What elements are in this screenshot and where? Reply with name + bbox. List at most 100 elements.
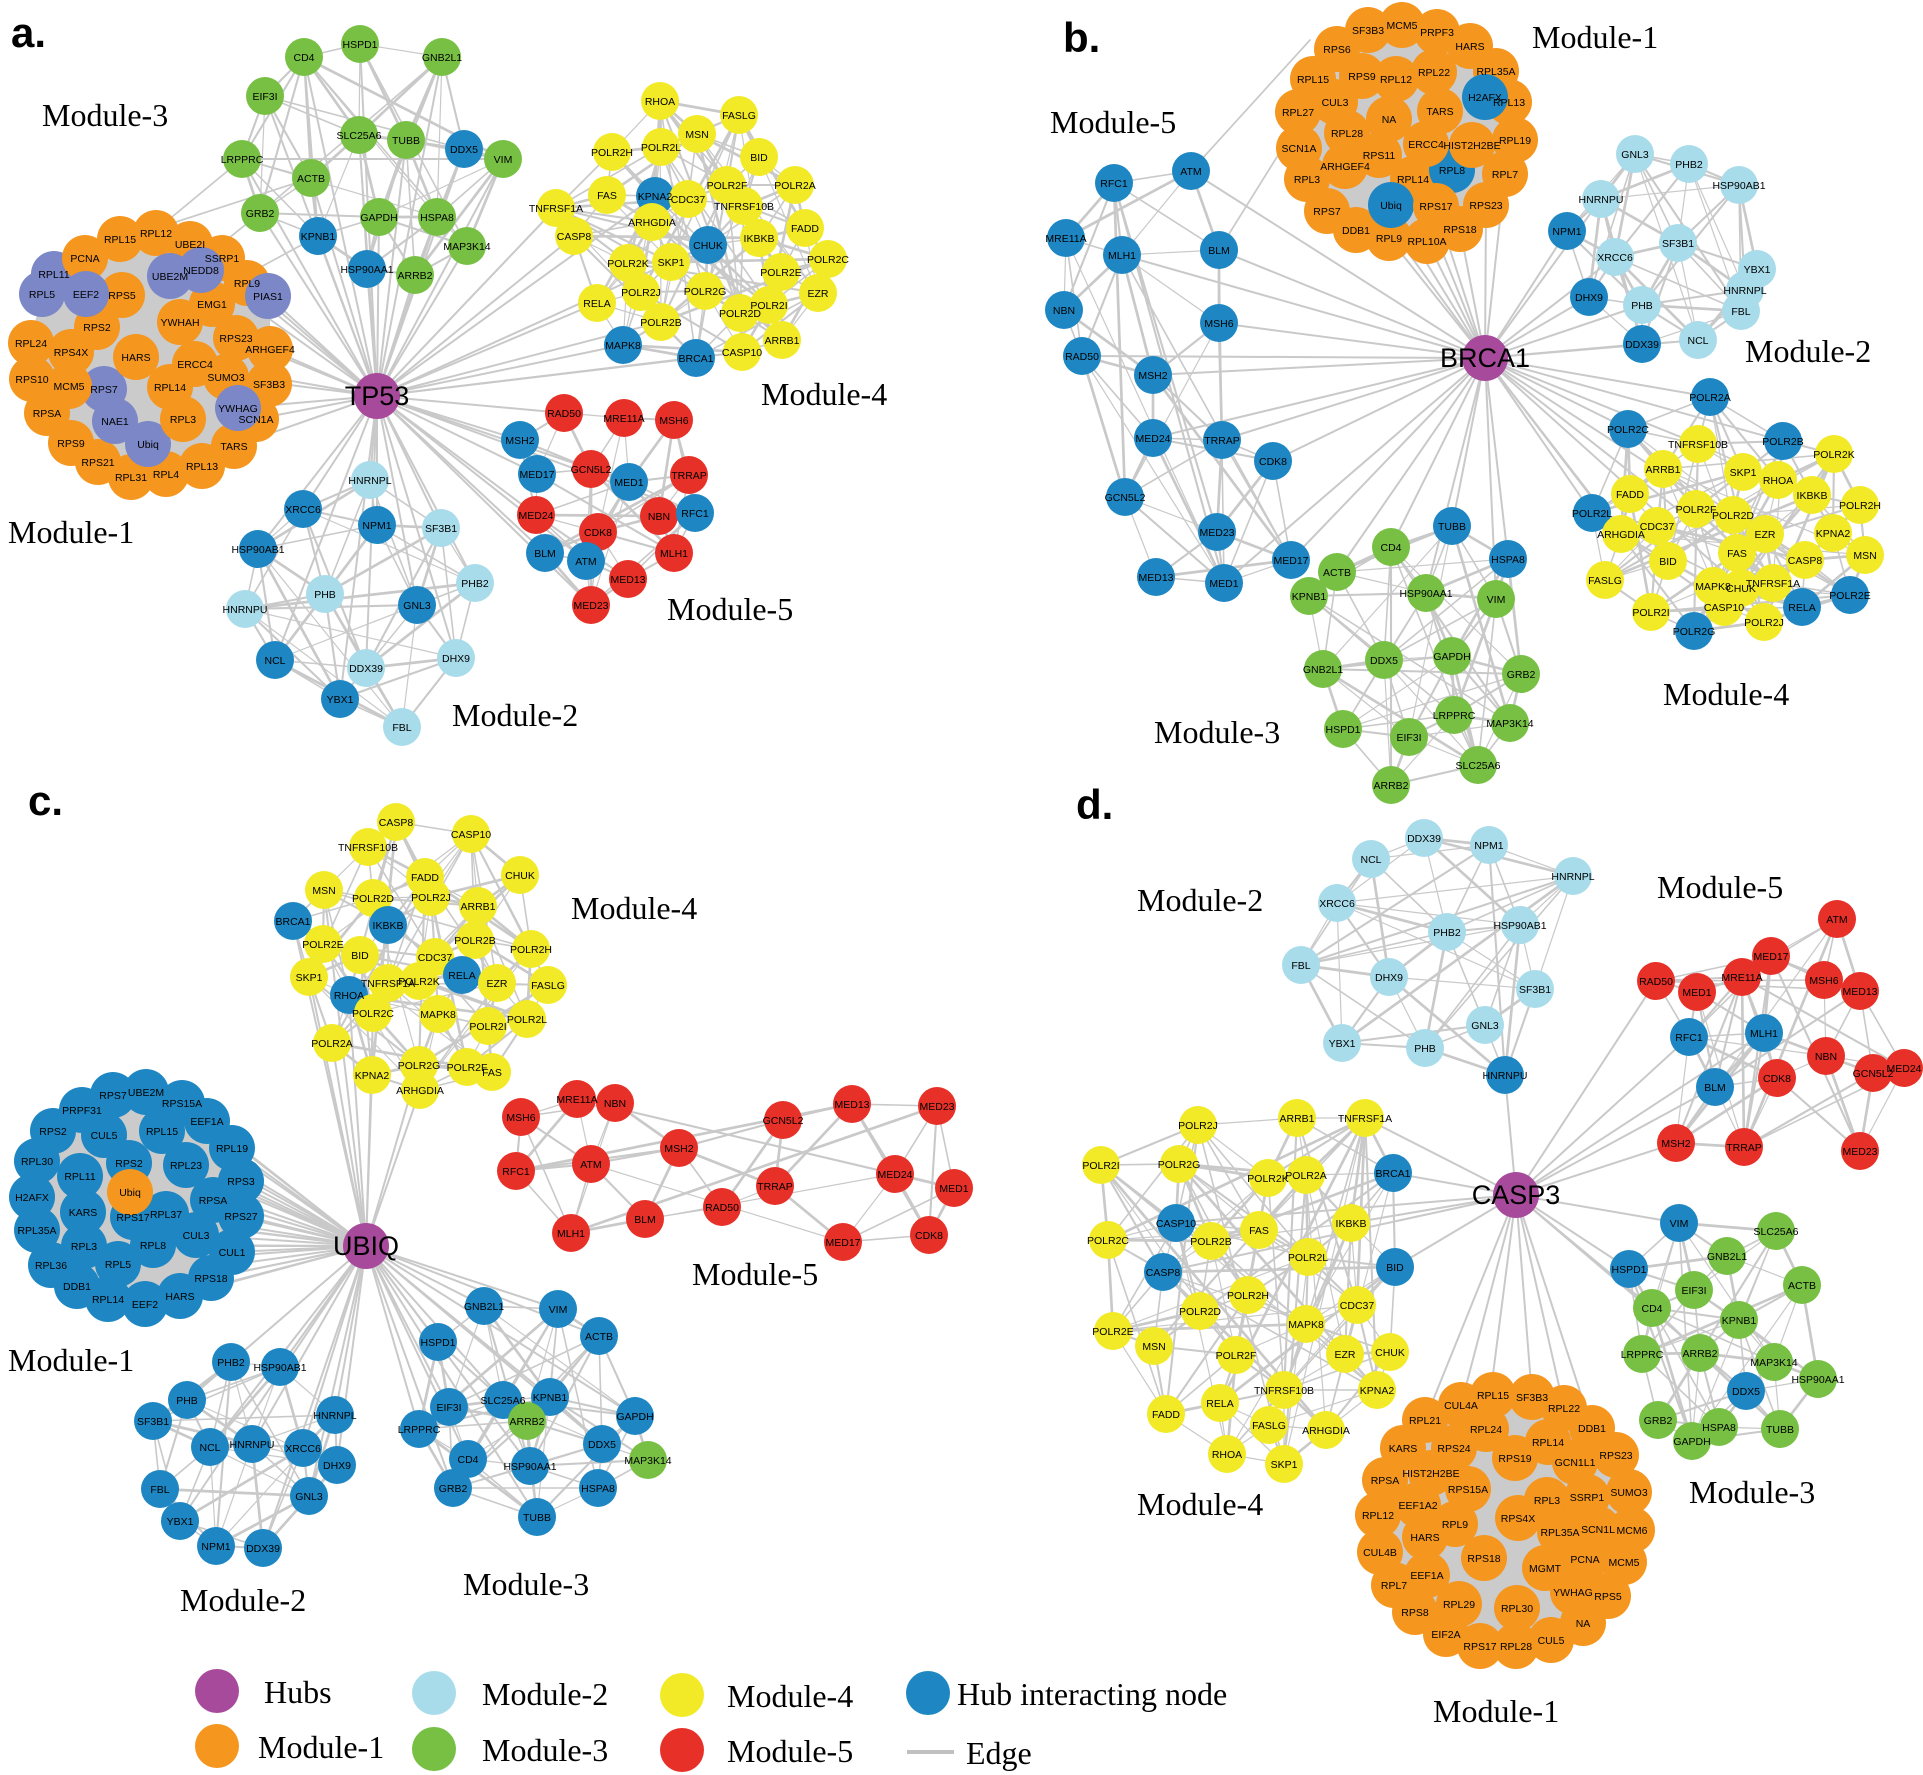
svg-text:HSP90AB1: HSP90AB1 bbox=[1712, 180, 1765, 192]
svg-text:FADD: FADD bbox=[1152, 1409, 1180, 1421]
svg-text:DHX9: DHX9 bbox=[323, 1460, 351, 1472]
svg-text:DDX39: DDX39 bbox=[1407, 833, 1441, 845]
svg-text:ARHGDIA: ARHGDIA bbox=[396, 1085, 444, 1097]
svg-text:TARS: TARS bbox=[220, 441, 247, 453]
svg-text:BRCA1: BRCA1 bbox=[275, 916, 310, 928]
svg-text:DDX5: DDX5 bbox=[1732, 1386, 1760, 1398]
svg-text:RPS19: RPS19 bbox=[1498, 1453, 1531, 1465]
svg-text:H2AFX: H2AFX bbox=[15, 1192, 49, 1204]
svg-text:RPS7: RPS7 bbox=[1313, 206, 1341, 218]
svg-text:PHB2: PHB2 bbox=[217, 1357, 245, 1369]
svg-text:CHUK: CHUK bbox=[505, 870, 535, 882]
svg-text:POLR2A: POLR2A bbox=[311, 1038, 352, 1050]
svg-text:MLH1: MLH1 bbox=[557, 1228, 585, 1240]
svg-text:RPSA: RPSA bbox=[33, 408, 62, 420]
svg-text:TRRAP: TRRAP bbox=[671, 470, 707, 482]
svg-text:RHOA: RHOA bbox=[645, 96, 675, 108]
svg-text:RPS15A: RPS15A bbox=[162, 1098, 202, 1110]
svg-text:TNFRSF1A: TNFRSF1A bbox=[361, 978, 415, 990]
svg-text:RPSA: RPSA bbox=[1371, 1475, 1400, 1487]
svg-text:GRB2: GRB2 bbox=[439, 1483, 468, 1495]
svg-text:RPL3: RPL3 bbox=[170, 414, 196, 426]
svg-text:RPS2: RPS2 bbox=[39, 1126, 67, 1138]
svg-text:Module-3: Module-3 bbox=[482, 1732, 608, 1768]
svg-text:ERCC4: ERCC4 bbox=[177, 359, 213, 371]
svg-text:RPL19: RPL19 bbox=[216, 1143, 248, 1155]
svg-text:RPL21: RPL21 bbox=[1409, 1415, 1441, 1427]
svg-text:CASP8: CASP8 bbox=[557, 231, 592, 243]
svg-text:NA: NA bbox=[1576, 1618, 1591, 1630]
svg-text:ARRB1: ARRB1 bbox=[460, 901, 495, 913]
svg-text:GAPDH: GAPDH bbox=[616, 1411, 653, 1423]
svg-text:CD4: CD4 bbox=[457, 1454, 478, 1466]
svg-text:YBX1: YBX1 bbox=[1744, 264, 1771, 276]
svg-text:CDC37: CDC37 bbox=[418, 952, 453, 964]
svg-text:BID: BID bbox=[1386, 1262, 1404, 1274]
svg-text:RELA: RELA bbox=[583, 298, 610, 310]
svg-text:RPL37: RPL37 bbox=[150, 1209, 182, 1221]
svg-text:RPS8: RPS8 bbox=[1401, 1607, 1429, 1619]
svg-text:BLM: BLM bbox=[534, 548, 556, 560]
svg-text:DDX5: DDX5 bbox=[588, 1439, 616, 1451]
svg-text:RELA: RELA bbox=[1788, 602, 1815, 614]
svg-text:POLR2I: POLR2I bbox=[1082, 1160, 1119, 1172]
svg-text:ARRB1: ARRB1 bbox=[1645, 464, 1680, 476]
svg-text:HSP90AB1: HSP90AB1 bbox=[253, 1362, 306, 1374]
svg-text:TRRAP: TRRAP bbox=[1726, 1142, 1762, 1154]
svg-text:POLR2K: POLR2K bbox=[607, 258, 648, 270]
svg-text:NBN: NBN bbox=[1053, 305, 1075, 317]
svg-text:Module-4: Module-4 bbox=[1663, 676, 1789, 712]
svg-text:RPS5: RPS5 bbox=[1594, 1591, 1622, 1603]
svg-text:Module-2: Module-2 bbox=[482, 1676, 608, 1712]
svg-text:MSH2: MSH2 bbox=[505, 435, 534, 447]
svg-text:TNFRSF1A: TNFRSF1A bbox=[1338, 1113, 1392, 1125]
svg-text:Hub interacting node: Hub interacting node bbox=[957, 1676, 1227, 1712]
svg-text:YBX1: YBX1 bbox=[1329, 1038, 1356, 1050]
svg-text:GCN1L1: GCN1L1 bbox=[1555, 1457, 1596, 1469]
svg-text:MLH1: MLH1 bbox=[1108, 250, 1136, 262]
svg-text:Hubs: Hubs bbox=[264, 1674, 332, 1710]
svg-text:RHOA: RHOA bbox=[1763, 475, 1793, 487]
svg-text:EEF1A2: EEF1A2 bbox=[1398, 1500, 1437, 1512]
svg-text:BRCA1: BRCA1 bbox=[1375, 1168, 1410, 1180]
svg-text:POLR2D: POLR2D bbox=[1179, 1306, 1221, 1318]
svg-text:MLH1: MLH1 bbox=[1750, 1028, 1778, 1040]
svg-text:RPL5: RPL5 bbox=[29, 289, 55, 301]
svg-text:CD4: CD4 bbox=[1380, 542, 1401, 554]
svg-text:TUBB: TUBB bbox=[1438, 521, 1466, 533]
svg-text:RPL8: RPL8 bbox=[1439, 165, 1465, 177]
svg-text:RPS18: RPS18 bbox=[1443, 224, 1476, 236]
svg-text:RPL29: RPL29 bbox=[1443, 1599, 1475, 1611]
svg-text:ARRB2: ARRB2 bbox=[1373, 780, 1408, 792]
svg-text:SF3B1: SF3B1 bbox=[137, 1416, 169, 1428]
svg-text:MAPK8: MAPK8 bbox=[1695, 581, 1731, 593]
svg-text:HNRNPU: HNRNPU bbox=[1579, 194, 1624, 206]
svg-text:RPL30: RPL30 bbox=[21, 1156, 53, 1168]
svg-text:d.: d. bbox=[1076, 781, 1113, 828]
svg-text:TARS: TARS bbox=[1426, 106, 1453, 118]
svg-text:FASLG: FASLG bbox=[1588, 575, 1622, 587]
svg-text:RPS17: RPS17 bbox=[1463, 1641, 1496, 1653]
svg-text:POLR2H: POLR2H bbox=[1839, 500, 1881, 512]
svg-text:RPL24: RPL24 bbox=[15, 338, 47, 350]
svg-text:H2AFX: H2AFX bbox=[1468, 92, 1502, 104]
svg-text:EZR: EZR bbox=[808, 288, 829, 300]
svg-text:TRRAP: TRRAP bbox=[757, 1181, 793, 1193]
svg-text:POLR2E: POLR2E bbox=[302, 939, 343, 951]
svg-text:HSP90AA1: HSP90AA1 bbox=[1399, 588, 1452, 600]
svg-text:XRCC6: XRCC6 bbox=[285, 1443, 321, 1455]
svg-text:EZR: EZR bbox=[487, 978, 508, 990]
svg-text:MSH6: MSH6 bbox=[1204, 318, 1233, 330]
svg-text:POLR2G: POLR2G bbox=[1673, 626, 1716, 638]
svg-text:KPNB1: KPNB1 bbox=[1722, 1315, 1757, 1327]
svg-text:POLR2B: POLR2B bbox=[1762, 436, 1803, 448]
svg-text:EEF2: EEF2 bbox=[132, 1299, 158, 1311]
svg-text:c.: c. bbox=[28, 777, 63, 824]
svg-text:SSRP1: SSRP1 bbox=[1570, 1492, 1605, 1504]
svg-text:CUL4A: CUL4A bbox=[1444, 1400, 1478, 1412]
svg-text:RAD50: RAD50 bbox=[1065, 351, 1099, 363]
svg-text:Module-3: Module-3 bbox=[1689, 1474, 1815, 1510]
svg-text:POLR2D: POLR2D bbox=[1712, 510, 1754, 522]
svg-text:RPL31: RPL31 bbox=[115, 472, 147, 484]
svg-text:SF3B1: SF3B1 bbox=[1519, 984, 1551, 996]
